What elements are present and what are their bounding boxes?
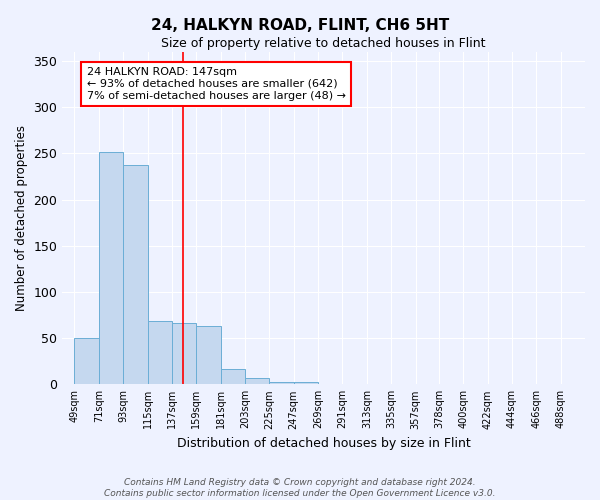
Bar [99,152,123,384]
Bar [148,320,172,384]
Text: 24 HALKYN ROAD: 147sqm
← 93% of detached houses are smaller (642)
7% of semi-det: 24 HALKYN ROAD: 147sqm ← 93% of detached… [86,68,346,100]
Text: Contains HM Land Registry data © Crown copyright and database right 2024.
Contai: Contains HM Land Registry data © Crown c… [104,478,496,498]
Bar [245,378,269,384]
Bar [221,368,245,384]
Bar [196,326,221,384]
Bar [269,382,294,384]
Bar [123,166,148,384]
Y-axis label: Number of detached properties: Number of detached properties [15,125,28,311]
Title: Size of property relative to detached houses in Flint: Size of property relative to detached ho… [161,38,486,51]
Bar [74,338,99,384]
Bar [172,324,196,384]
Bar [294,382,318,384]
Text: 24, HALKYN ROAD, FLINT, CH6 5HT: 24, HALKYN ROAD, FLINT, CH6 5HT [151,18,449,32]
X-axis label: Distribution of detached houses by size in Flint: Distribution of detached houses by size … [177,437,470,450]
